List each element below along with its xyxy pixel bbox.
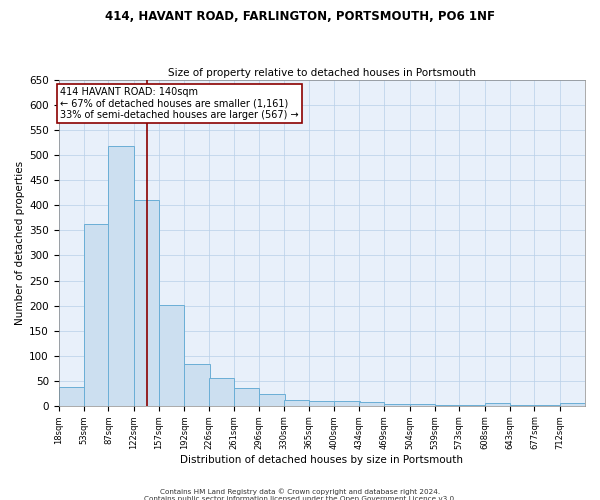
- Bar: [334, 401, 360, 406]
- Bar: [460, 405, 485, 406]
- Bar: [84, 224, 109, 406]
- Text: 414, HAVANT ROAD, FARLINGTON, PORTSMOUTH, PO6 1NF: 414, HAVANT ROAD, FARLINGTON, PORTSMOUTH…: [105, 10, 495, 23]
- Bar: [485, 403, 510, 406]
- Bar: [134, 200, 159, 406]
- Bar: [234, 388, 259, 406]
- Bar: [209, 378, 234, 406]
- Bar: [359, 402, 384, 406]
- Bar: [259, 394, 284, 406]
- X-axis label: Distribution of detached houses by size in Portsmouth: Distribution of detached houses by size …: [181, 455, 463, 465]
- Title: Size of property relative to detached houses in Portsmouth: Size of property relative to detached ho…: [168, 68, 476, 78]
- Bar: [410, 404, 435, 406]
- Y-axis label: Number of detached properties: Number of detached properties: [15, 161, 25, 325]
- Bar: [384, 404, 410, 406]
- Text: Contains public sector information licensed under the Open Government Licence v3: Contains public sector information licen…: [144, 496, 456, 500]
- Bar: [435, 404, 460, 406]
- Bar: [109, 146, 134, 406]
- Bar: [510, 405, 535, 406]
- Text: Contains HM Land Registry data © Crown copyright and database right 2024.: Contains HM Land Registry data © Crown c…: [160, 488, 440, 495]
- Bar: [59, 387, 84, 406]
- Bar: [309, 400, 334, 406]
- Bar: [159, 305, 184, 406]
- Bar: [184, 364, 209, 406]
- Bar: [560, 403, 585, 406]
- Bar: [284, 400, 309, 406]
- Bar: [535, 405, 560, 406]
- Text: 414 HAVANT ROAD: 140sqm
← 67% of detached houses are smaller (1,161)
33% of semi: 414 HAVANT ROAD: 140sqm ← 67% of detache…: [60, 86, 299, 120]
